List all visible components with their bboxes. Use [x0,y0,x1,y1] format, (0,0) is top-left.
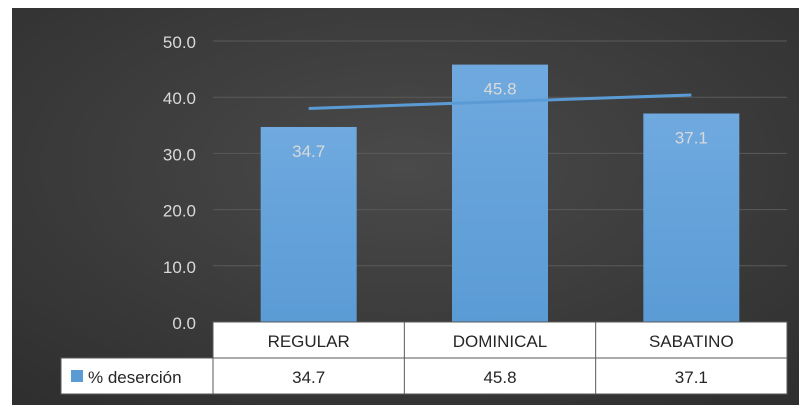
y-tick-label: 10.0 [163,258,196,277]
y-tick-label: 20.0 [163,202,196,221]
table-value: 45.8 [483,368,516,387]
y-tick-label: 0.0 [172,314,196,333]
table-value: 34.7 [292,368,325,387]
bar-regular [260,126,357,323]
table-value: 37.1 [675,368,708,387]
data-label: 34.7 [292,142,325,161]
category-label: DOMINICAL [453,332,547,351]
y-tick-label: 30.0 [163,145,196,164]
legend-swatch [71,370,83,382]
bar-sabatino [643,113,740,322]
bar-dominical [452,64,548,322]
y-tick-label: 40.0 [163,89,196,108]
legend-label: % deserción [88,368,182,387]
y-tick-label: 50.0 [163,33,196,52]
category-label: SABATINO [649,332,734,351]
table-data-row [60,357,788,395]
table-header-row [212,321,788,359]
data-label: 37.1 [675,128,708,147]
trendline [308,93,692,110]
category-label: REGULAR [268,332,350,351]
data-label: 45.8 [483,80,516,99]
